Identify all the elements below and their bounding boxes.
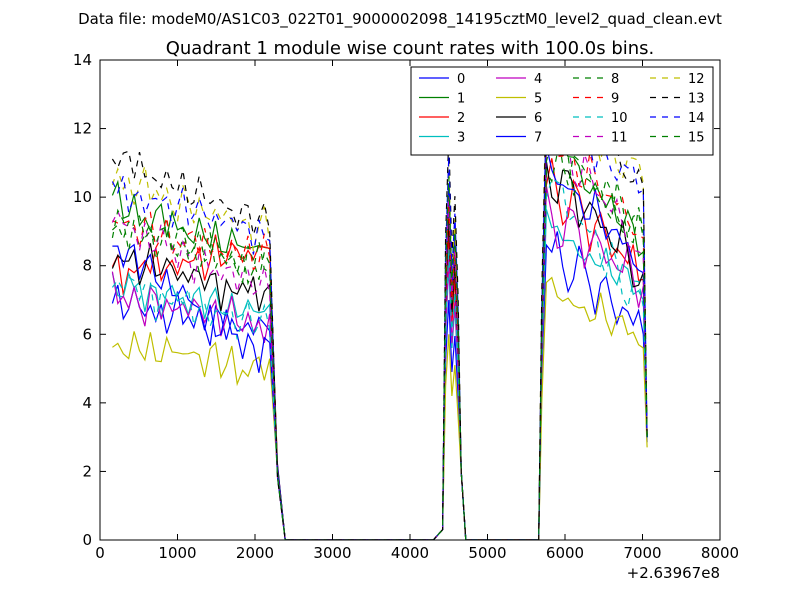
y-tick-label: 0: [82, 531, 92, 549]
x-tick-label: 7000: [623, 544, 661, 562]
series-line-15: [111, 128, 648, 540]
chart-title: Quadrant 1 module wise count rates with …: [166, 38, 655, 59]
series-line-11: [111, 136, 648, 540]
series-line-7: [112, 145, 648, 540]
legend-label-8: 8: [611, 72, 619, 87]
legend-label-13: 13: [688, 92, 705, 107]
legend-label-12: 12: [688, 72, 705, 87]
y-tick-label: 8: [82, 257, 92, 275]
y-tick-label: 12: [73, 120, 92, 138]
series-line-3: [111, 209, 648, 540]
x-tick-label: 2000: [236, 544, 274, 562]
y-tick-label: 14: [73, 51, 92, 69]
legend-label-15: 15: [688, 131, 705, 146]
plot-area: [99, 59, 721, 541]
axis-ticks: 0 1000 2000 3000 4000 5000 6000 7000 80000246810…: [73, 51, 739, 562]
series-line-0: [111, 231, 648, 540]
legend-label-7: 7: [534, 131, 542, 146]
y-tick-label: 2: [82, 462, 92, 480]
legend-label-11: 11: [611, 131, 628, 146]
y-tick-label: 4: [82, 394, 92, 412]
legend-box: [410, 66, 714, 156]
y-tick-label: 10: [73, 188, 92, 206]
x-tick-label: 1000: [158, 544, 196, 562]
series-line-8: [111, 149, 648, 540]
legend-label-14: 14: [688, 111, 705, 126]
legend-label-0: 0: [457, 72, 465, 87]
legend-label-2: 2: [457, 111, 465, 126]
x-tick-label: 6000: [546, 544, 584, 562]
x-tick-label: 0: [95, 544, 105, 562]
x-tick-label: 5000: [468, 544, 506, 562]
legend-label-9: 9: [611, 92, 619, 107]
series-line-5: [112, 276, 648, 540]
x-tick-label: 8000: [701, 544, 739, 562]
x-tick-label: 3000: [313, 544, 351, 562]
legend-label-4: 4: [534, 72, 542, 87]
legend-label-5: 5: [534, 92, 542, 107]
series-line-9: [112, 131, 648, 540]
legend-label-3: 3: [457, 131, 465, 146]
series-line-10: [111, 178, 648, 540]
y-tick-label: 6: [82, 325, 92, 343]
x-tick-label: 4000: [391, 544, 429, 562]
series-line-14: [111, 110, 648, 540]
series-line-4: [111, 185, 648, 540]
legend-label-1: 1: [457, 92, 465, 107]
x-offset-label: +2.63967e8: [627, 564, 720, 582]
series-line-1: [111, 111, 648, 540]
figure-suptitle: Data file: modeM0/AS1C03_022T01_90000020…: [78, 10, 722, 29]
legend-label-6: 6: [534, 111, 542, 126]
legend-label-10: 10: [611, 111, 628, 126]
